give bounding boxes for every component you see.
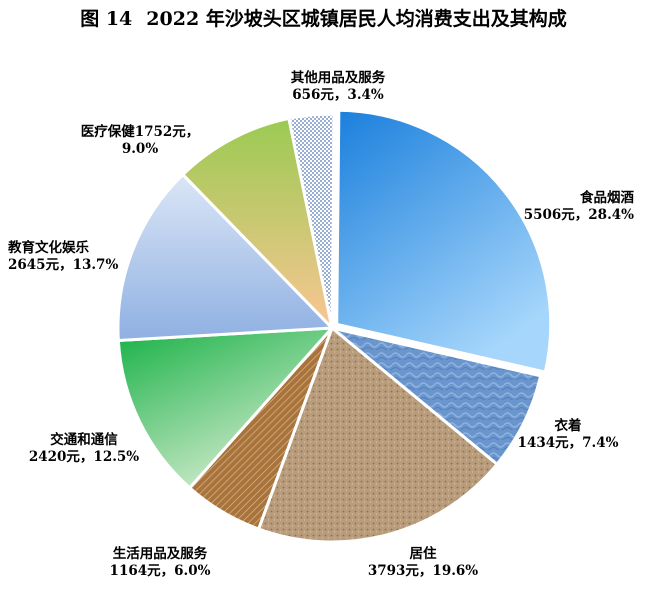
label-value: 1434元，7.4%	[517, 435, 619, 451]
label-name: 教育文化娱乐	[8, 240, 89, 256]
pie-slice-education	[116, 173, 334, 342]
pie-slice-food	[335, 108, 553, 374]
label-name: 衣着	[554, 418, 582, 434]
label-name: 生活用品及服务	[112, 546, 208, 562]
label-food: 食品烟酒 5506元，28.4%	[480, 190, 634, 224]
label-name: 其他用品及服务	[290, 70, 386, 86]
label-value: 2420元，12.5%	[28, 449, 140, 465]
pie-slice-clothing	[330, 326, 543, 466]
label-value: 3793元，19.6%	[367, 563, 479, 579]
label-value: 1752元，	[134, 124, 200, 140]
label-name: 医疗保健	[80, 124, 135, 140]
pie-slice-housing	[257, 326, 499, 544]
label-name: 食品烟酒	[580, 190, 634, 206]
label-housing: 居住 3793元，19.6%	[348, 546, 498, 580]
pie-slice-other-goods	[287, 112, 336, 330]
label-percent: 9.0%	[121, 141, 159, 157]
label-value: 1164元，6.0%	[109, 563, 211, 579]
chart-title: 图 14 2022 年沙坡头区城镇居民人均消费支出及其构成	[0, 4, 647, 31]
label-other-goods: 其他用品及服务 656元，3.4%	[258, 70, 418, 104]
chart-title-text: 2022 年沙坡头区城镇居民人均消费支出及其构成	[146, 8, 567, 30]
label-household: 生活用品及服务 1164元，6.0%	[70, 546, 250, 580]
label-healthcare: 医疗保健1752元， 9.0%	[50, 124, 230, 158]
label-transport: 交通和通信 2420元，12.5%	[4, 432, 164, 466]
figure-number: 图 14	[80, 8, 133, 30]
label-clothing: 衣着 1434元，7.4%	[498, 418, 638, 452]
label-value: 2645元，13.7%	[8, 257, 119, 273]
label-value: 5506元，28.4%	[523, 207, 634, 223]
label-name: 交通和通信	[50, 432, 118, 448]
label-value: 656元，3.4%	[292, 87, 384, 103]
pie-slice-healthcare	[181, 116, 334, 330]
pie-slice-transport	[116, 326, 334, 490]
label-name: 居住	[409, 546, 437, 562]
label-education: 教育文化娱乐 2645元，13.7%	[8, 240, 168, 274]
